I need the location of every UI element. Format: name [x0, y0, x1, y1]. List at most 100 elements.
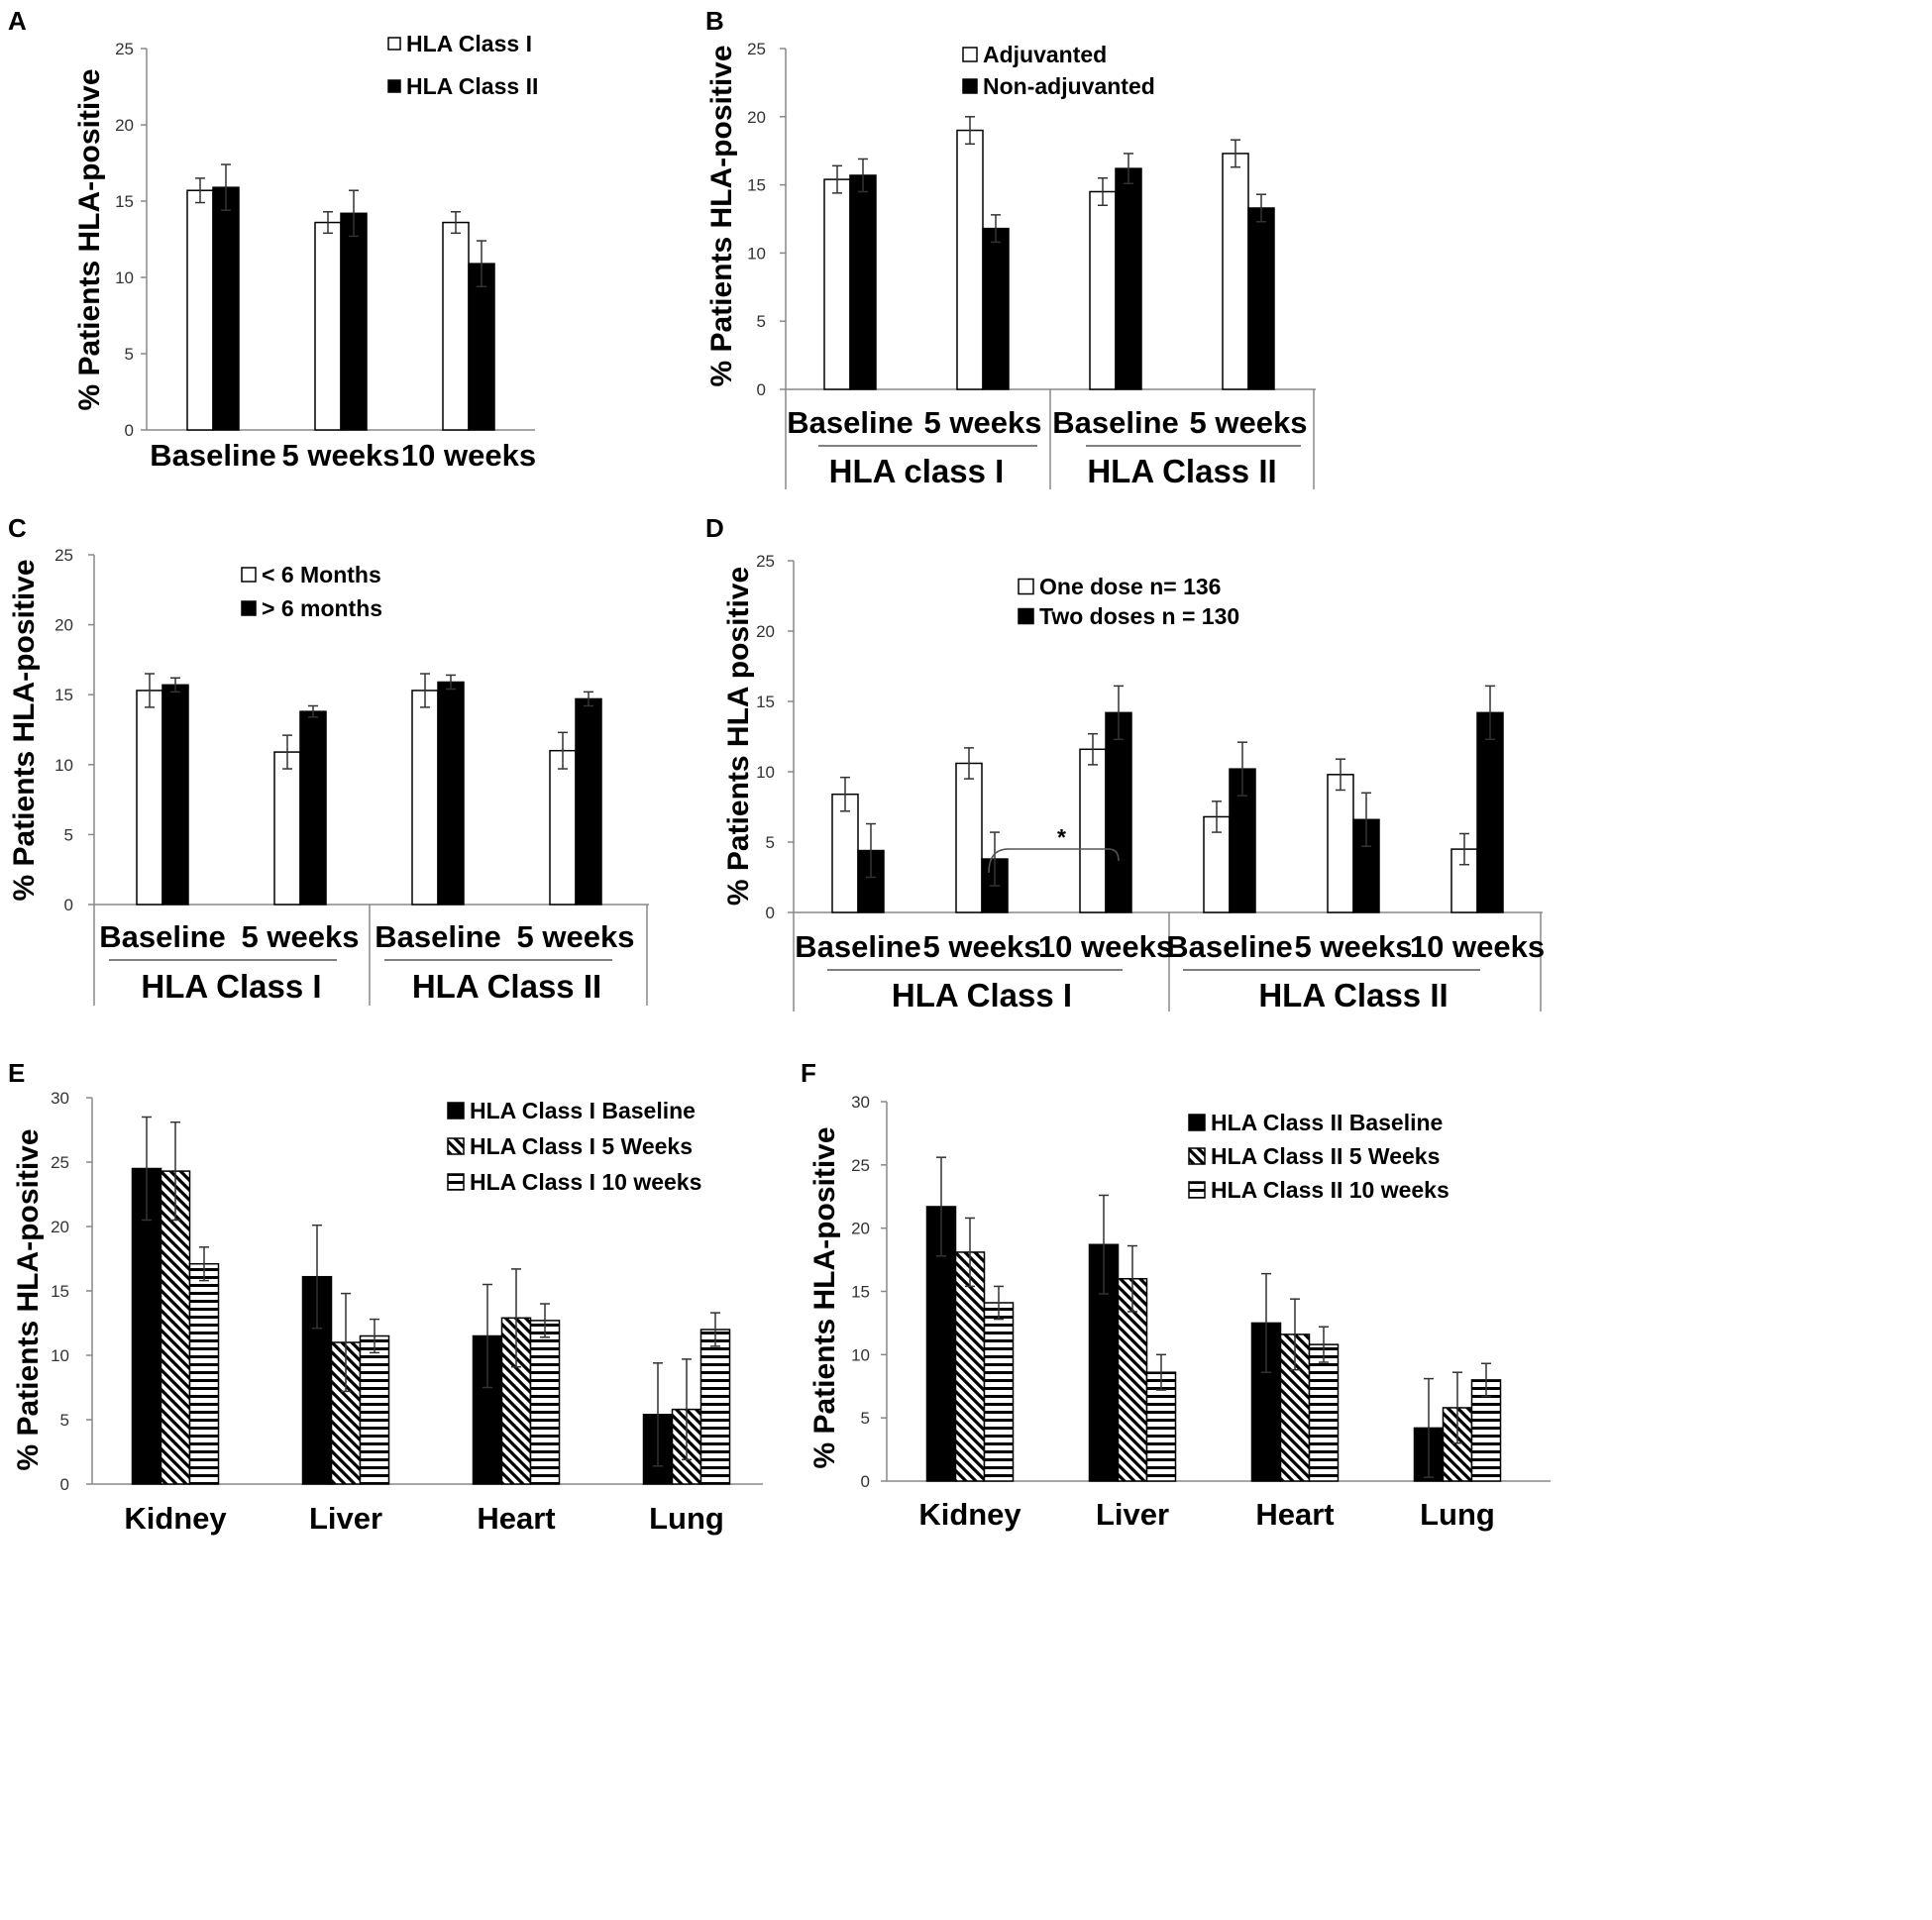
category-label: Baseline [1166, 929, 1293, 964]
legend-label: HLA Class II 5 Weeks [1211, 1143, 1440, 1169]
chart-panel-c: C 0 5 10 15 20 25 % Patients HLA-positive Baseli… [8, 513, 649, 1006]
category-label: 5 weeks [282, 438, 400, 473]
y-tick-label: 10 [115, 268, 134, 287]
category-label: Baseline [99, 919, 226, 954]
bar [1308, 1343, 1340, 1482]
y-tick-label: 25 [51, 1153, 69, 1172]
legend-label: HLA Class I 5 Weeks [470, 1133, 693, 1159]
y-tick-label: 15 [747, 176, 766, 195]
y-tick-label: 10 [51, 1346, 69, 1365]
bar [1115, 167, 1142, 390]
panel-label: F [801, 1058, 816, 1088]
y-tick-label: 0 [125, 421, 134, 440]
legend-label: HLA Class II [406, 73, 538, 99]
bar [160, 1170, 191, 1485]
y-tick-label: 5 [757, 312, 766, 331]
chart-panel-a: A 0 5 10 15 20 25 % Patients HLA-positive Baseli… [8, 6, 538, 473]
y-axis-label: % Patients HLA-positive [705, 45, 738, 386]
category-label: Liver [309, 1501, 382, 1536]
y-tick-label: 15 [756, 693, 775, 711]
panel-label: D [705, 513, 724, 543]
bar [823, 178, 851, 390]
category-label: 5 weeks [517, 919, 635, 954]
legend-label: HLA Class I Baseline [470, 1098, 696, 1123]
y-tick-label: 20 [54, 616, 73, 635]
category-label: 5 weeks [1190, 405, 1308, 440]
group-label: HLA Class I [892, 977, 1072, 1013]
bar [437, 681, 465, 906]
bar [212, 186, 240, 431]
category-label: Baseline [375, 919, 501, 954]
category-label: 5 weeks [242, 919, 360, 954]
legend-swatch [387, 79, 401, 93]
category-label: Lung [1420, 1497, 1495, 1532]
y-tick-label: 20 [747, 108, 766, 127]
chart-panel-b: B 0 5 10 15 20 25 % Patients HLA-positive Baseli… [705, 6, 1316, 489]
legend-swatch [1018, 578, 1034, 595]
bar [161, 684, 189, 906]
legend-swatch [1018, 607, 1034, 625]
y-tick-label: 5 [766, 833, 775, 852]
y-tick-label: 15 [851, 1283, 870, 1302]
y-tick-label: 0 [60, 1475, 69, 1494]
y-tick-label: 5 [125, 345, 134, 364]
bar [1079, 748, 1107, 913]
bar [1089, 190, 1117, 390]
category-label: Kidney [918, 1497, 1021, 1532]
category-label: Baseline [795, 929, 921, 964]
bar [136, 690, 163, 906]
y-tick-label: 30 [851, 1093, 870, 1112]
y-tick-label: 15 [51, 1282, 69, 1301]
chart-panel-d: D 0 5 10 15 20 25% Patients HLA positive Baseli… [705, 513, 1545, 1013]
legend-label: HLA Class I 10 weeks [470, 1169, 701, 1195]
y-tick-label: 25 [54, 546, 73, 565]
legend-label: Adjuvanted [983, 42, 1107, 67]
legend-swatch [387, 37, 401, 51]
legend-swatch [1188, 1114, 1206, 1131]
category-label: Baseline [1052, 405, 1179, 440]
panel-label: A [8, 6, 27, 36]
category-label: 10 weeks [1038, 929, 1173, 964]
panel-label: E [8, 1058, 25, 1088]
y-axis-label: % Patients HLA positive [722, 567, 755, 906]
y-tick-label: 20 [756, 622, 775, 641]
bar [1476, 711, 1504, 913]
category-label: 5 weeks [924, 405, 1042, 440]
legend-swatch [241, 567, 257, 583]
y-tick-label: 25 [747, 40, 766, 58]
category-label: Kidney [124, 1501, 227, 1536]
y-axis-label: % Patients HLA-positive [808, 1126, 841, 1468]
legend-swatch [447, 1137, 465, 1155]
y-tick-label: 0 [757, 380, 766, 399]
legend-swatch [1188, 1147, 1206, 1165]
bar [299, 710, 327, 906]
legend-label: One dose n= 136 [1039, 574, 1221, 599]
y-tick-label: 25 [756, 552, 775, 571]
legend-label: HLA Class II Baseline [1211, 1110, 1443, 1135]
bar [359, 1334, 390, 1485]
category-label: 5 weeks [1295, 929, 1413, 964]
y-axis-label: % Patients HLA-positive [12, 1128, 45, 1470]
bar [1105, 711, 1132, 913]
bar [188, 1262, 220, 1485]
bar [549, 749, 577, 906]
significance-bracket [988, 848, 1120, 874]
y-tick-label: 30 [51, 1089, 69, 1108]
category-label: 10 weeks [401, 438, 536, 473]
panel-label: C [8, 513, 27, 543]
y-tick-label: 20 [51, 1218, 69, 1236]
bar [982, 227, 1010, 390]
legend-label: Non-adjuvanted [983, 73, 1155, 99]
y-tick-label: 10 [851, 1345, 870, 1364]
bar [273, 751, 301, 906]
legend-swatch [962, 78, 978, 94]
bar [340, 212, 368, 431]
bar [831, 793, 859, 913]
category-label: Baseline [150, 438, 276, 473]
category-label: 5 weeks [923, 929, 1041, 964]
category-label: Heart [477, 1501, 555, 1536]
legend-label: Two doses n = 130 [1039, 603, 1239, 629]
y-tick-label: 15 [115, 192, 134, 211]
bar [575, 697, 602, 906]
